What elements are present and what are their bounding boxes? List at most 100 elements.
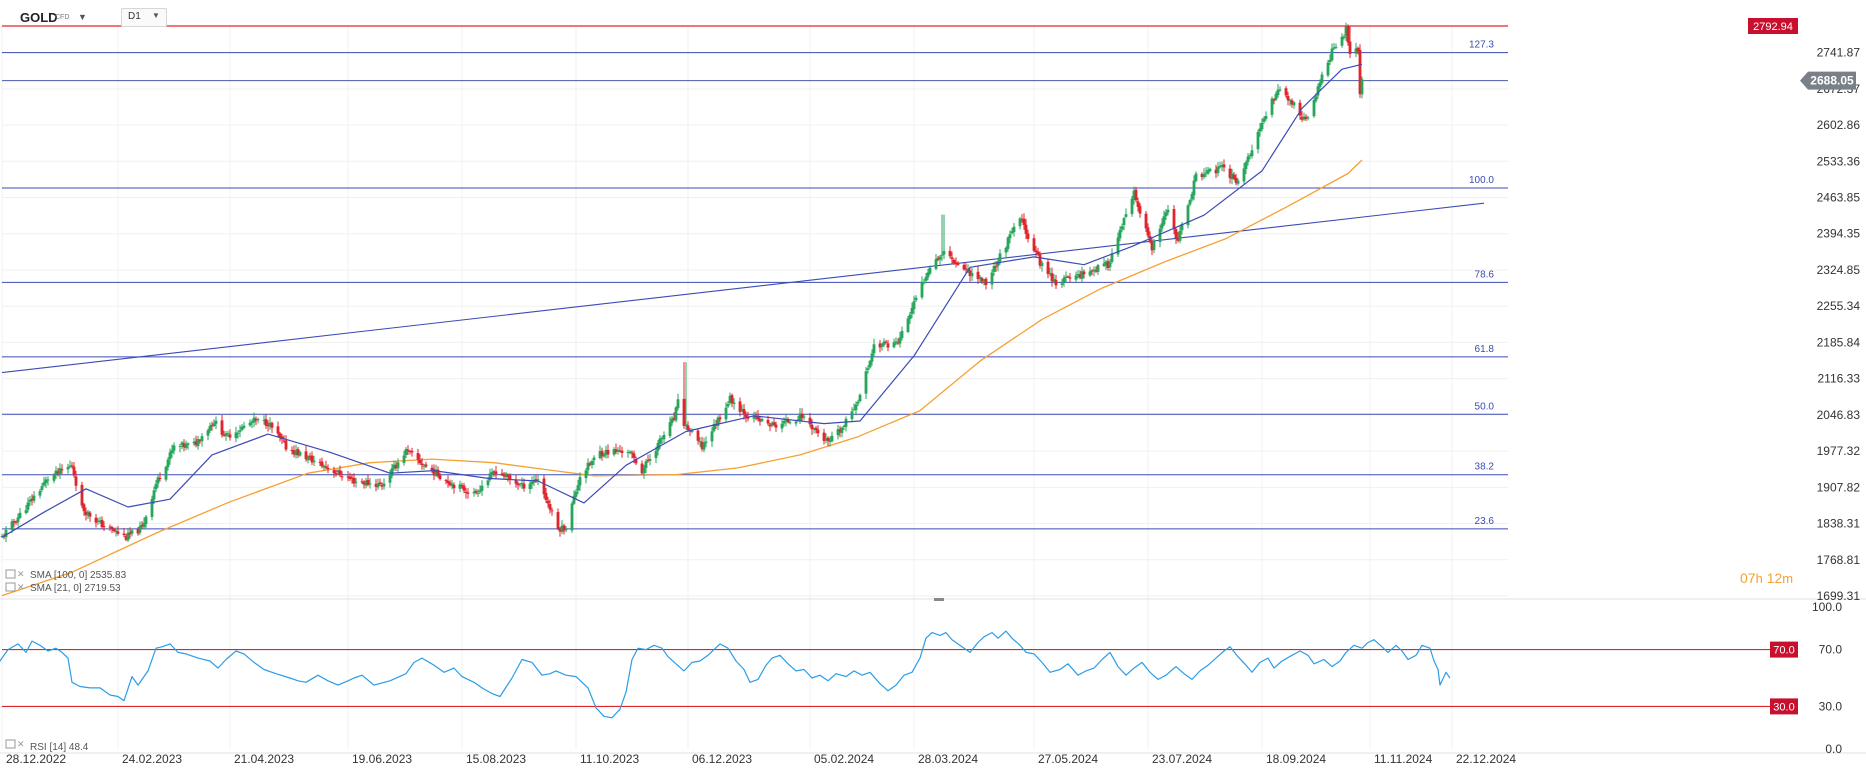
candle-body — [476, 492, 480, 494]
date-axis-label: 21.04.2023 — [234, 752, 294, 766]
candle-body — [630, 452, 634, 454]
candle-body — [770, 423, 774, 426]
candle-body — [1192, 180, 1196, 196]
candle-body — [44, 479, 48, 484]
candle-body — [294, 450, 298, 456]
candle-body — [472, 491, 476, 494]
candle-body — [602, 454, 606, 457]
candle-body — [26, 502, 30, 510]
candle-body — [318, 461, 322, 463]
candle-body — [1054, 280, 1058, 286]
symbol-name[interactable]: GOLD — [20, 10, 58, 25]
candle-body — [700, 441, 704, 449]
candle-body — [1260, 122, 1264, 130]
candle-body — [1010, 231, 1014, 234]
sma100-label: SMA [100, 0] 2535.83 — [30, 570, 127, 581]
candle-body — [530, 482, 534, 485]
candle-body — [570, 503, 574, 531]
candle-body — [182, 443, 186, 448]
price-axis-label: 2046.83 — [1817, 408, 1861, 422]
candle-body — [1050, 273, 1054, 282]
candle-body — [374, 483, 378, 487]
candle-body — [634, 459, 638, 464]
countdown-hours: 07 — [1740, 570, 1756, 586]
candle-body — [490, 471, 494, 475]
candle-body — [1124, 214, 1128, 217]
sma21-line — [1, 63, 1363, 538]
candle-body — [68, 465, 72, 467]
candle-body — [756, 415, 760, 420]
candle-body — [506, 474, 510, 477]
candle-body — [926, 272, 930, 278]
candle-body — [1146, 227, 1150, 236]
candle-body — [122, 533, 126, 536]
timeframe-selector[interactable]: D1 ▼ — [121, 8, 167, 27]
rsi-level-label: 70.0 — [1773, 645, 1794, 657]
candle-body — [796, 419, 800, 421]
candle-body — [854, 404, 858, 411]
candle-body — [654, 451, 658, 459]
price-axis-label: 2741.87 — [1817, 46, 1861, 60]
candle-body — [124, 536, 128, 540]
candle-body — [800, 413, 804, 419]
symbol-dropdown-icon[interactable]: ▼ — [78, 12, 87, 22]
candle-body — [1066, 276, 1070, 278]
candle-body — [548, 504, 552, 510]
candle-body — [1284, 88, 1288, 96]
candle-body — [606, 450, 610, 455]
candle-body — [1152, 240, 1156, 250]
candle-body — [502, 473, 506, 477]
candle-body — [738, 401, 742, 412]
candle-body — [516, 483, 520, 486]
candle-body — [360, 481, 364, 483]
candle-body — [1060, 283, 1064, 285]
candle-body — [1034, 250, 1038, 252]
timeframe-label: D1 — [128, 11, 141, 22]
candle-body — [536, 479, 540, 481]
candle-body — [1250, 150, 1254, 157]
candle-body — [24, 510, 28, 514]
candle-body — [158, 477, 162, 479]
candle-body — [788, 422, 792, 424]
candle-body — [564, 529, 568, 531]
candle-body — [1108, 262, 1112, 268]
candle-body — [1116, 237, 1120, 255]
candle-body — [626, 452, 630, 454]
candle-body — [618, 450, 622, 452]
candle-body — [268, 422, 272, 427]
date-axis-label: 15.08.2023 — [466, 752, 526, 766]
candle-body — [334, 473, 338, 475]
candle-body — [844, 418, 848, 427]
candle-body — [658, 438, 662, 444]
fib-level-label: 78.6 — [1475, 269, 1495, 280]
candle-body — [600, 450, 604, 456]
candle-body — [670, 418, 674, 424]
candle-body — [912, 301, 916, 310]
rsi-axis-label: 70.0 — [1819, 643, 1843, 657]
candle-body — [324, 466, 328, 468]
candle-body — [514, 479, 518, 484]
candle-body — [380, 484, 384, 487]
candle-body — [1038, 254, 1042, 266]
candle-body — [252, 417, 256, 423]
date-axis-label: 24.02.2023 — [122, 752, 182, 766]
candle-body — [812, 428, 816, 430]
candle-body — [742, 408, 746, 415]
candle-body — [1236, 180, 1240, 184]
candle-body — [646, 460, 650, 462]
rsi-label: RSI [14] 48.4 — [30, 742, 89, 753]
candle-body — [992, 266, 996, 272]
candle-body — [878, 343, 882, 348]
rsi-level-label: 30.0 — [1773, 701, 1794, 713]
candle-body — [448, 482, 452, 486]
candle-body — [1258, 128, 1262, 132]
candle-body — [278, 433, 282, 438]
candle-body — [138, 526, 142, 533]
candle-body — [880, 344, 884, 347]
candle-body — [206, 430, 210, 436]
candle-body — [296, 449, 300, 456]
candle-body — [906, 318, 910, 332]
candle-body — [998, 253, 1002, 262]
candle-body — [724, 407, 728, 420]
